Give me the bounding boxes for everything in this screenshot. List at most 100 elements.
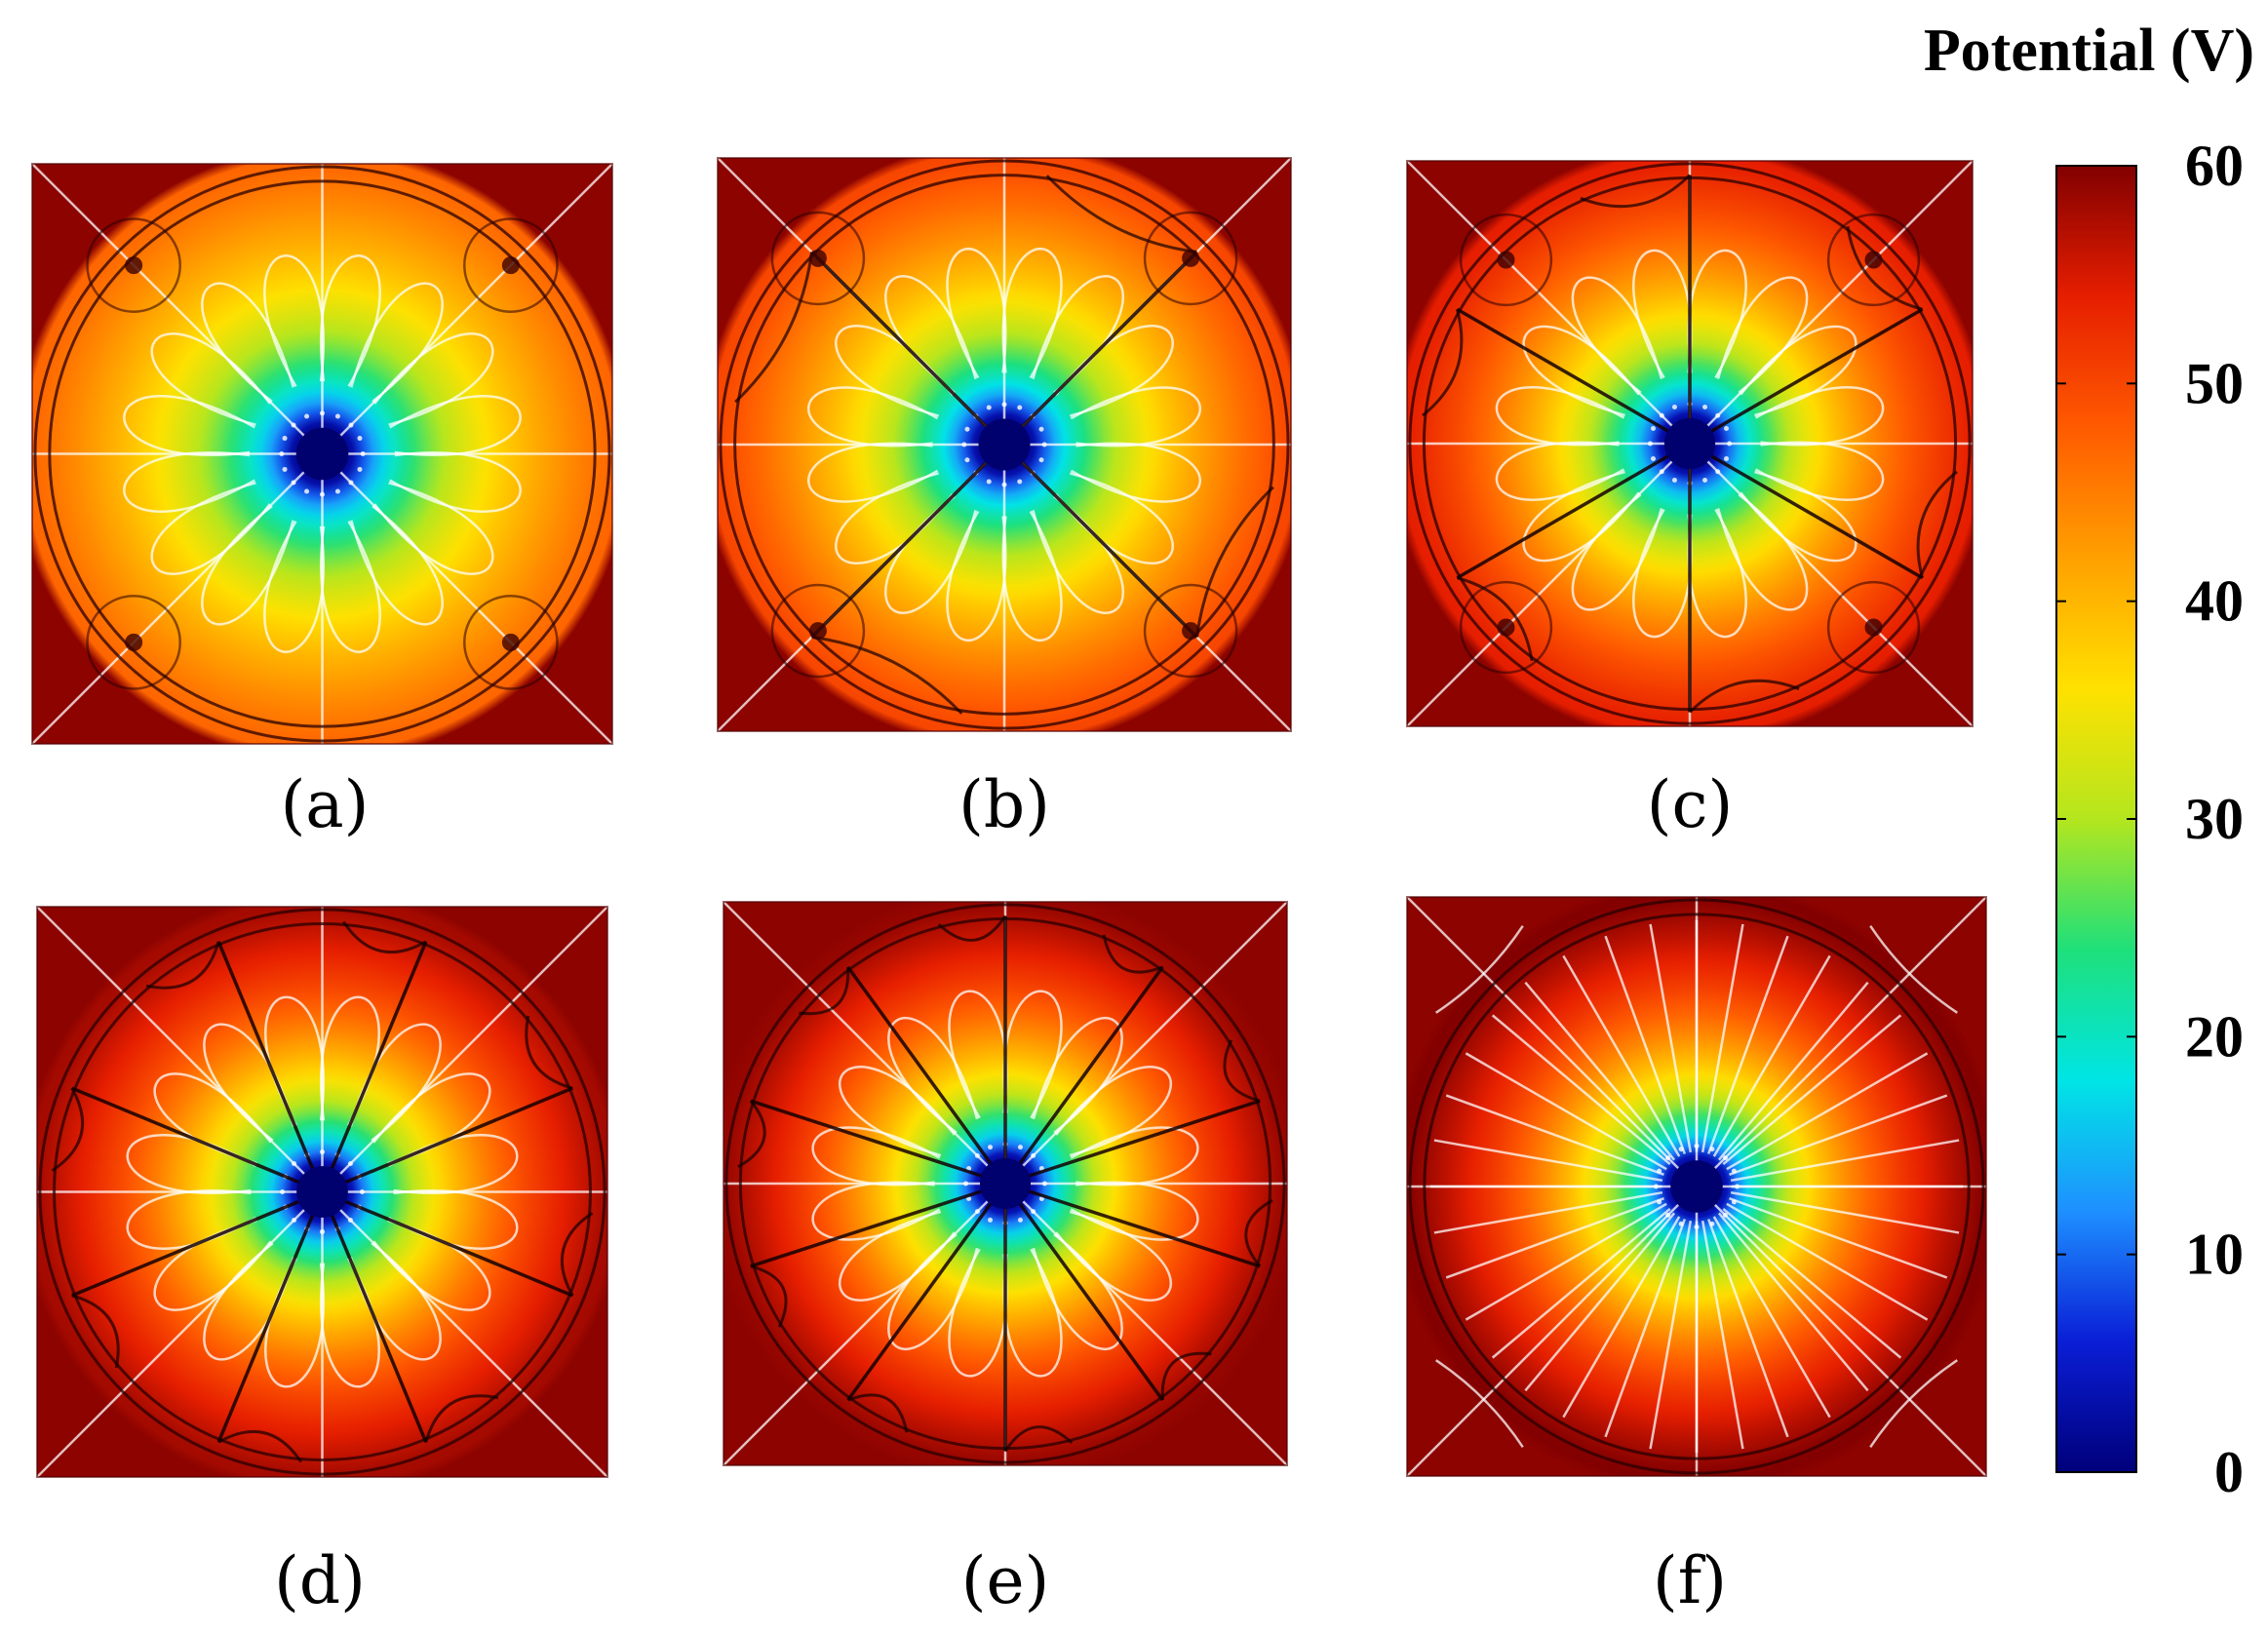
field-point xyxy=(1722,1155,1728,1161)
electrode-scallop xyxy=(750,1264,788,1328)
colorbar-tick-label: 60 xyxy=(2185,134,2244,198)
electrode-scallop xyxy=(737,1100,766,1169)
field-point xyxy=(1678,1147,1684,1152)
field-point xyxy=(1702,404,1708,409)
electrode-spoke xyxy=(1002,251,1198,447)
outer-boundary-ring xyxy=(1408,898,1985,1475)
panel-label-c: (c) xyxy=(1647,767,1733,842)
field-point xyxy=(1017,1145,1023,1150)
field-point xyxy=(986,479,992,485)
field-point xyxy=(292,1217,297,1223)
corner-electrode xyxy=(1497,251,1515,269)
electrode-spoke xyxy=(1689,442,1924,580)
field-point xyxy=(1731,1199,1737,1205)
field-point xyxy=(320,410,325,416)
field-line xyxy=(1649,923,1693,1153)
field-line xyxy=(1524,981,1676,1161)
field-line xyxy=(1729,1197,1948,1279)
outer-boundary-ring xyxy=(724,903,1286,1464)
field-line xyxy=(1701,1220,1744,1450)
field-point xyxy=(1038,457,1044,463)
electrode-scallop xyxy=(424,1394,499,1443)
corner-electrode-loop xyxy=(463,217,559,313)
panel-b: (b) xyxy=(717,157,1292,842)
corner-electrode-loop xyxy=(1459,580,1553,675)
corner-electrode xyxy=(125,256,143,275)
outer-boundary-ring xyxy=(38,908,606,1476)
field-point xyxy=(1665,1212,1671,1218)
electrode-spoke xyxy=(216,1190,325,1443)
field-point xyxy=(279,451,285,456)
electrode-scallop xyxy=(1195,486,1274,638)
field-point xyxy=(304,488,310,494)
field-point xyxy=(1715,469,1721,475)
corner-electrode xyxy=(1497,618,1515,637)
field-line xyxy=(1465,1202,1667,1321)
field-point xyxy=(280,1189,286,1194)
panel-a: (a) xyxy=(31,163,613,842)
field-point xyxy=(320,1149,325,1155)
panel-d: (d) xyxy=(36,906,608,1618)
electrode-scallop xyxy=(1102,934,1163,974)
electrode-spoke xyxy=(71,1189,324,1298)
panel-label-a: (a) xyxy=(281,767,370,842)
electrode-scallop xyxy=(847,1393,909,1433)
field-line xyxy=(1726,1202,1929,1321)
colorbar-tick-label: 40 xyxy=(2185,569,2244,634)
field-point xyxy=(1017,405,1023,410)
center-electrode xyxy=(1670,1160,1723,1213)
field-line xyxy=(1730,1139,1960,1183)
colorbar-tick-label: 20 xyxy=(2185,1004,2244,1069)
field-point xyxy=(1731,1168,1737,1174)
field-line xyxy=(1435,925,1524,1014)
colorbar-tick-label: 50 xyxy=(2185,351,2244,415)
field-point xyxy=(1722,1212,1728,1218)
field-point xyxy=(986,405,992,410)
center-electrode xyxy=(1663,417,1716,470)
field-point xyxy=(988,1145,994,1150)
outer-boundary-ring xyxy=(33,165,611,743)
field-point xyxy=(334,413,340,419)
field-point xyxy=(1017,1217,1023,1223)
corner-electrode-loop xyxy=(1826,580,1921,675)
corner-electrode-loop xyxy=(770,211,866,306)
field-line xyxy=(1524,1212,1676,1392)
field-point xyxy=(291,480,296,486)
field-point xyxy=(964,426,970,432)
field-point xyxy=(964,457,970,463)
colorbar-tick-label: 10 xyxy=(2185,1223,2244,1287)
corner-electrode xyxy=(1864,251,1883,269)
electrode-scallop xyxy=(1160,1351,1212,1401)
field-point xyxy=(1671,404,1677,409)
electrode-scallop xyxy=(1244,1198,1273,1267)
corner-electrode-loop xyxy=(86,217,181,313)
field-point xyxy=(974,1209,980,1215)
field-line xyxy=(1730,1190,1960,1234)
field-line xyxy=(1712,1216,1831,1419)
field-point xyxy=(1031,1209,1036,1215)
field-line xyxy=(1070,1126,1199,1187)
electrode-scallop xyxy=(71,1294,120,1369)
field-point xyxy=(1694,1225,1700,1230)
corner-electrode xyxy=(501,633,520,651)
field-point xyxy=(1001,482,1007,487)
field-point xyxy=(1650,456,1656,462)
electrode-spoke xyxy=(1004,1182,1261,1268)
field-line xyxy=(1562,954,1681,1157)
electrode-scallop xyxy=(1916,470,1958,579)
field-point xyxy=(320,1228,325,1234)
field-point xyxy=(963,1181,969,1187)
field-point xyxy=(292,1161,297,1167)
field-point xyxy=(1657,1168,1662,1174)
corner-electrode xyxy=(501,256,520,275)
field-point xyxy=(348,422,354,428)
field-point xyxy=(348,480,354,486)
electrode-spoke xyxy=(1003,1182,1164,1402)
field-line xyxy=(1562,1216,1681,1419)
field-line xyxy=(1604,1219,1686,1438)
field-point xyxy=(988,1217,994,1223)
field-point xyxy=(334,488,340,494)
electrode-spoke xyxy=(1002,443,1198,639)
panel-frame xyxy=(36,906,608,1478)
field-line xyxy=(1491,1014,1671,1166)
